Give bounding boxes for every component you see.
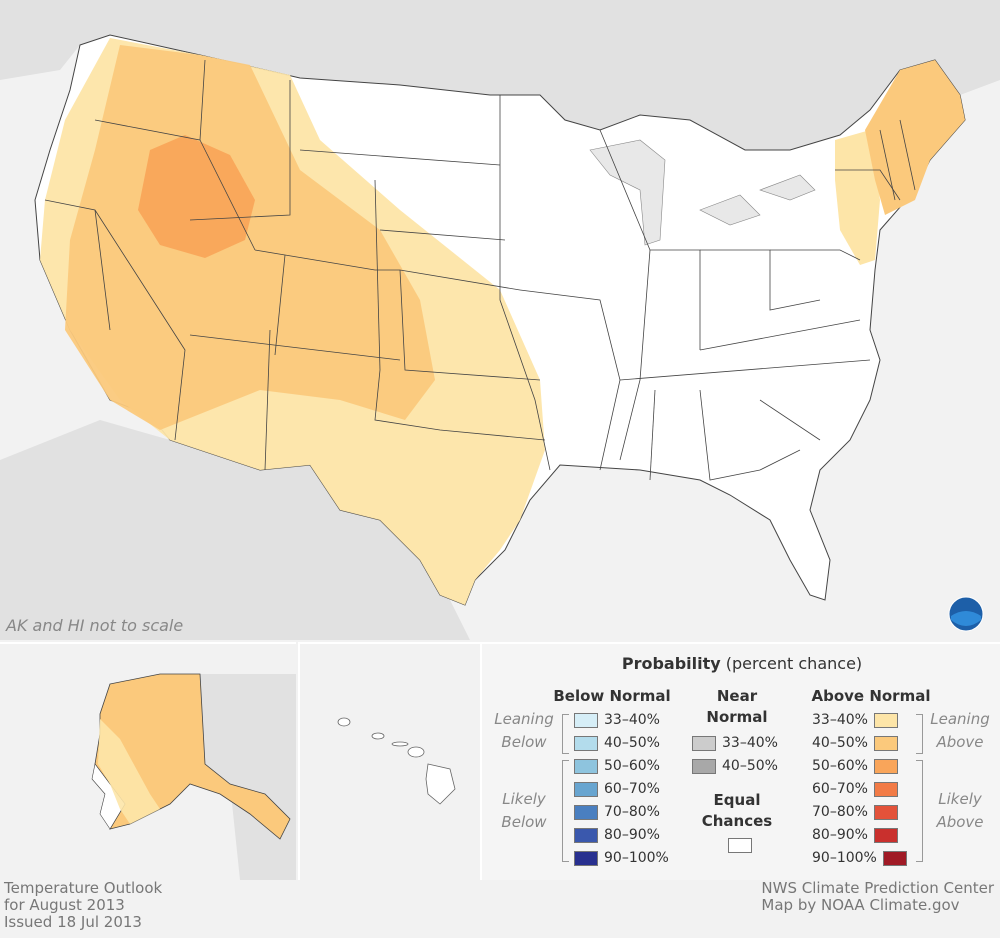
below-normal-label: 50–60% [604, 758, 660, 774]
below-normal-swatch [574, 827, 598, 843]
below-normal-row: 50–60% [574, 757, 660, 775]
below-leaning-bracket [562, 714, 569, 754]
below-normal-swatch [574, 712, 598, 728]
below-normal-label: 60–70% [604, 781, 660, 797]
above-normal-swatch [873, 827, 898, 843]
island-kauai [337, 717, 351, 727]
above-normal-swatch [873, 735, 898, 751]
near-normal-label: 33–40% [722, 735, 778, 751]
footer-credit-cpc: NWS Climate Prediction Center [761, 879, 994, 897]
above-normal-label: 33–40% [812, 712, 868, 728]
below-normal-swatch [574, 850, 598, 866]
below-likely-label: Likely Below [501, 790, 547, 831]
footer-outlook-info: Temperature Outlook for August 2013 Issu… [4, 880, 162, 931]
near-normal-row: 40–50% [692, 757, 778, 775]
footer-credit-map: Map by NOAA Climate.gov [761, 896, 960, 914]
region-above-50-60 [138, 135, 255, 258]
above-normal-label: 90–100% [812, 850, 877, 866]
above-normal-label: 40–50% [812, 735, 868, 751]
above-leaning-label: Leaning Above [930, 710, 990, 751]
equal-chances-swatch [728, 838, 752, 853]
below-normal-label: 90–100% [604, 850, 669, 866]
mexico-region [0, 420, 470, 640]
legend-title: Probability (percent chance) [621, 654, 863, 673]
hawaii-inset [298, 642, 480, 880]
below-normal-swatch [574, 758, 598, 774]
below-normal-header: Below Normal [553, 687, 671, 705]
below-normal-label: 80–90% [604, 827, 660, 843]
conus-map-svg [0, 0, 1000, 640]
above-normal-swatch [873, 804, 898, 820]
region-above-40-50 [65, 45, 435, 430]
above-normal-row: 60–70% [812, 780, 898, 798]
near-normal-swatch [692, 735, 716, 751]
near-normal-row: 33–40% [692, 734, 778, 752]
near-normal-header: Near Normal [706, 687, 768, 726]
island-hawaii [425, 763, 456, 805]
footer-period: for August 2013 [4, 896, 125, 914]
island-maui [407, 746, 425, 758]
equal-chances-header: Equal Chances [701, 791, 773, 830]
above-normal-row: 80–90% [812, 826, 898, 844]
below-normal-label: 70–80% [604, 804, 660, 820]
alaska-leaning [98, 719, 160, 824]
hawaii-svg [337, 717, 456, 805]
above-normal-swatch [882, 850, 907, 866]
below-normal-row: 90–100% [574, 849, 669, 867]
region-leaning-above-ne [835, 130, 880, 265]
legend-panel: Probability (percent chance) Below Norma… [480, 642, 1000, 880]
above-normal-row: 90–100% [812, 849, 907, 867]
island-oahu [371, 732, 385, 740]
above-normal-row: 33–40% [812, 711, 898, 729]
below-normal-row: 60–70% [574, 780, 660, 798]
below-leaning-label: Leaning Below [494, 710, 554, 751]
above-normal-label: 50–60% [812, 758, 868, 774]
above-normal-swatch [873, 781, 898, 797]
above-likely-bracket [916, 760, 923, 862]
state-boundaries [44, 59, 916, 481]
below-normal-row: 80–90% [574, 826, 660, 844]
alaska-inset [0, 642, 296, 880]
above-normal-row: 70–80% [812, 803, 898, 821]
near-normal-label: 40–50% [722, 758, 778, 774]
below-normal-label: 40–50% [604, 735, 660, 751]
footer-title: Temperature Outlook [4, 879, 163, 897]
below-normal-row: 33–40% [574, 711, 660, 729]
above-normal-row: 50–60% [812, 757, 898, 775]
above-normal-swatch [873, 712, 898, 728]
above-normal-row: 40–50% [812, 734, 898, 752]
above-leaning-bracket [916, 714, 923, 754]
canada-region [0, 0, 1000, 150]
footer-issued: Issued 18 Jul 2013 [4, 913, 142, 931]
above-normal-swatch [873, 758, 898, 774]
alaska-svg [91, 673, 296, 880]
conus-map: AK and HI not to scale [0, 0, 1000, 640]
scale-note: AK and HI not to scale [6, 616, 184, 635]
below-normal-label: 33–40% [604, 712, 660, 728]
above-normal-label: 70–80% [812, 804, 868, 820]
above-likely-label: Likely Above [936, 790, 984, 831]
great-lakes [589, 139, 816, 246]
below-normal-swatch [574, 735, 598, 751]
above-normal-header: Above Normal [811, 687, 931, 705]
below-normal-row: 70–80% [574, 803, 660, 821]
below-normal-row: 40–50% [574, 734, 660, 752]
near-normal-swatch [692, 758, 716, 774]
below-normal-swatch [574, 804, 598, 820]
footer-credits: NWS Climate Prediction Center Map by NOA… [761, 880, 994, 914]
above-normal-label: 80–90% [812, 827, 868, 843]
above-normal-label: 60–70% [812, 781, 868, 797]
noaa-logo [948, 596, 984, 632]
below-likely-bracket [562, 760, 569, 862]
island-molokai [391, 741, 409, 747]
below-normal-swatch [574, 781, 598, 797]
